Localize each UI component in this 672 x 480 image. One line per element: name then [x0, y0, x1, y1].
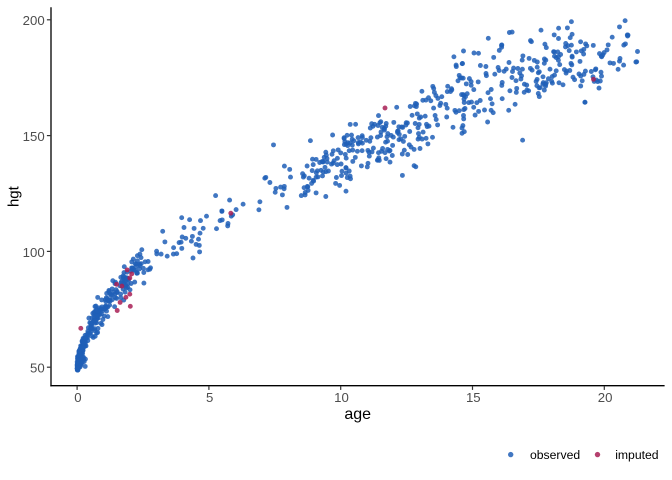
svg-text:100: 100: [23, 245, 45, 260]
svg-text:imputed: imputed: [615, 448, 658, 462]
svg-text:observed: observed: [530, 448, 580, 462]
svg-text:150: 150: [23, 129, 45, 144]
svg-text:hgt: hgt: [5, 185, 22, 207]
svg-text:age: age: [344, 406, 371, 423]
svg-text:15: 15: [466, 390, 481, 405]
svg-text:200: 200: [23, 13, 45, 28]
svg-text:10: 10: [334, 390, 349, 405]
svg-text:50: 50: [30, 361, 45, 376]
svg-text:5: 5: [206, 390, 213, 405]
svg-text:0: 0: [74, 390, 81, 405]
svg-text:20: 20: [598, 390, 613, 405]
